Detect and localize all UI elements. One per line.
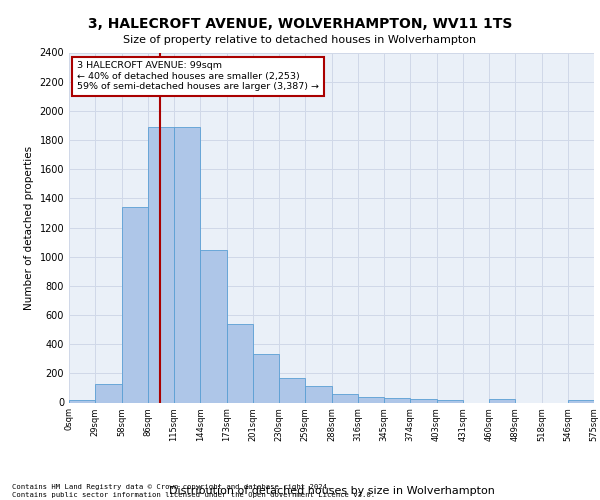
- Bar: [410, 399, 437, 402]
- Bar: [95, 384, 121, 402]
- Bar: [279, 378, 305, 402]
- Bar: [358, 396, 384, 402]
- Bar: [489, 399, 515, 402]
- Bar: [174, 127, 200, 402]
- Y-axis label: Number of detached properties: Number of detached properties: [24, 146, 34, 310]
- Text: Contains HM Land Registry data © Crown copyright and database right 2024.
Contai: Contains HM Land Registry data © Crown c…: [12, 484, 375, 498]
- Bar: [227, 324, 253, 402]
- Bar: [148, 127, 174, 402]
- Bar: [305, 386, 331, 402]
- Bar: [200, 250, 227, 402]
- Bar: [384, 398, 410, 402]
- Text: 3 HALECROFT AVENUE: 99sqm
← 40% of detached houses are smaller (2,253)
59% of se: 3 HALECROFT AVENUE: 99sqm ← 40% of detac…: [77, 61, 319, 91]
- Bar: [331, 394, 358, 402]
- Bar: [253, 354, 279, 403]
- Bar: [568, 400, 594, 402]
- Bar: [69, 400, 95, 402]
- X-axis label: Distribution of detached houses by size in Wolverhampton: Distribution of detached houses by size …: [169, 486, 494, 496]
- Text: Size of property relative to detached houses in Wolverhampton: Size of property relative to detached ho…: [124, 35, 476, 45]
- Bar: [121, 207, 148, 402]
- Text: 3, HALECROFT AVENUE, WOLVERHAMPTON, WV11 1TS: 3, HALECROFT AVENUE, WOLVERHAMPTON, WV11…: [88, 18, 512, 32]
- Bar: [437, 400, 463, 402]
